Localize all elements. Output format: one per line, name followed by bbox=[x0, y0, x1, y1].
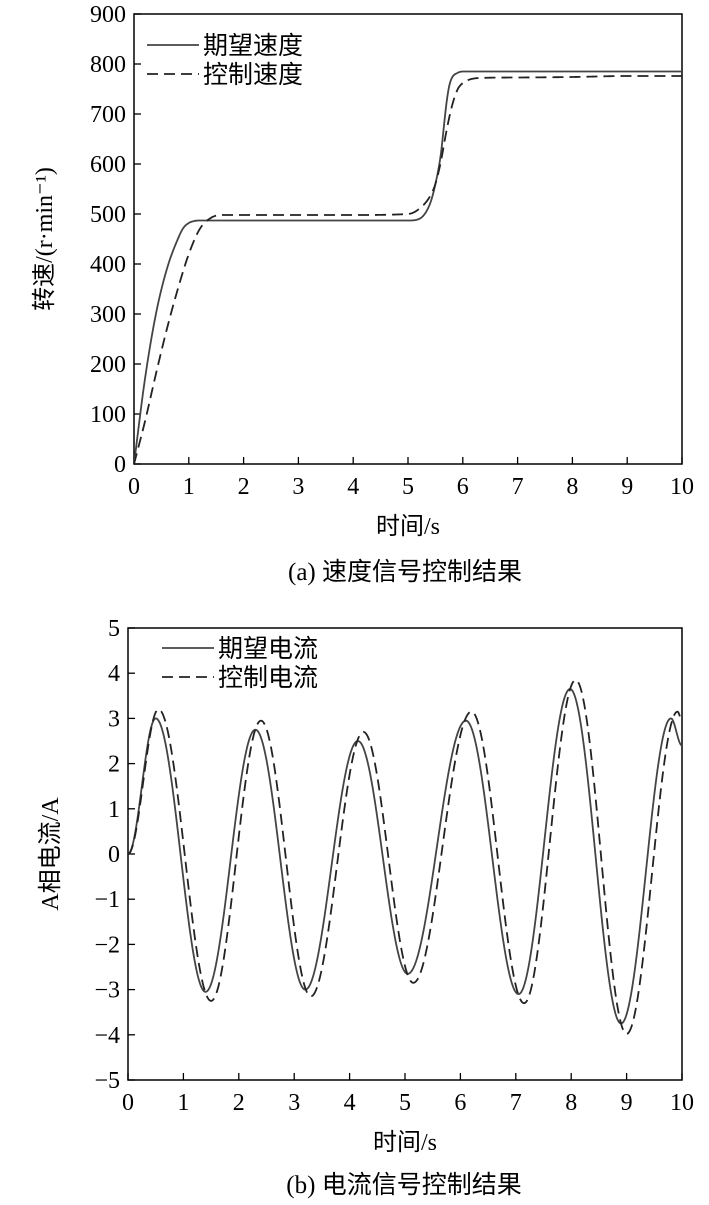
speed-y-tick-label: 800 bbox=[90, 52, 126, 78]
speed-x-tick-label: 3 bbox=[292, 474, 304, 500]
current-x-tick-label: 1 bbox=[177, 1090, 189, 1116]
speed-x-tick-label: 8 bbox=[566, 474, 578, 500]
current-y-tick-label: 0 bbox=[108, 842, 120, 868]
speed-x-tick-label: 1 bbox=[183, 474, 195, 500]
current-x-tick-label: 6 bbox=[454, 1090, 466, 1116]
current-y-tick-label: −5 bbox=[94, 1068, 120, 1094]
speed-series-2-line bbox=[133, 75, 682, 465]
current-series-1-line bbox=[127, 688, 683, 1025]
current-y-tick-label: 2 bbox=[108, 752, 120, 778]
current-chart-caption: (b) 电流信号控制结果 bbox=[286, 1171, 521, 1199]
speed-x-tick-label: 9 bbox=[621, 474, 633, 500]
current-x-tick-label: 9 bbox=[621, 1090, 633, 1116]
current-x-tick-label: 8 bbox=[565, 1090, 577, 1116]
current-y-tick-label: −3 bbox=[94, 978, 120, 1004]
speed-legend-label: 控制速度 bbox=[203, 61, 303, 89]
current-y-tick-label: −4 bbox=[94, 1023, 120, 1049]
current-x-tick-label: 5 bbox=[399, 1090, 411, 1116]
speed-x-tick-label: 0 bbox=[128, 474, 140, 500]
speed-series-1-line bbox=[133, 70, 682, 465]
current-x-axis: 0 1 2 3 4 5 6 7 8 9 10 bbox=[122, 1073, 694, 1116]
speed-chart: 0 100 200 300 400 500 600 700 800 900 0 1 2 3 4 5 6 7 8 9 1… bbox=[31, 2, 694, 586]
current-x-tick-label: 0 bbox=[122, 1090, 134, 1116]
current-y-axis: −5 −4 −3 −2 −1 0 1 2 3 4 5 bbox=[94, 616, 135, 1094]
speed-chart-caption: (a) 速度信号控制结果 bbox=[288, 558, 522, 586]
speed-x-tick-label: 7 bbox=[512, 474, 524, 500]
current-x-axis-label: 时间/s bbox=[373, 1129, 437, 1156]
speed-y-tick-label: 900 bbox=[90, 2, 126, 28]
current-x-tick-label: 4 bbox=[344, 1090, 356, 1116]
current-y-tick-label: −2 bbox=[94, 932, 120, 958]
speed-y-tick-label: 100 bbox=[90, 402, 126, 428]
current-y-tick-label: 5 bbox=[108, 616, 120, 642]
current-y-tick-label: 4 bbox=[108, 661, 120, 687]
speed-y-axis: 0 100 200 300 400 500 600 700 800 900 bbox=[90, 2, 141, 478]
speed-y-tick-label: 200 bbox=[90, 352, 126, 378]
current-legend-label: 控制电流 bbox=[218, 664, 318, 692]
speed-legend-label: 期望速度 bbox=[203, 32, 303, 60]
current-x-tick-label: 10 bbox=[670, 1090, 694, 1116]
current-x-tick-label: 7 bbox=[510, 1090, 522, 1116]
current-y-tick-label: −1 bbox=[94, 887, 120, 913]
speed-x-tick-label: 6 bbox=[457, 474, 469, 500]
current-y-tick-label: 1 bbox=[108, 797, 120, 823]
speed-x-tick-label: 4 bbox=[347, 474, 359, 500]
speed-y-axis-label: 转速/(r·min⁻¹) bbox=[31, 167, 58, 311]
current-x-tick-label: 3 bbox=[288, 1090, 300, 1116]
speed-x-tick-label: 2 bbox=[238, 474, 250, 500]
speed-x-axis: 0 1 2 3 4 5 6 7 8 9 10 bbox=[128, 457, 694, 500]
speed-y-tick-label: 300 bbox=[90, 302, 126, 328]
current-legend-label: 期望电流 bbox=[218, 635, 318, 663]
speed-x-tick-label: 10 bbox=[670, 474, 694, 500]
current-series-group bbox=[127, 679, 683, 1035]
speed-x-axis-label: 时间/s bbox=[376, 513, 440, 540]
speed-y-tick-label: 0 bbox=[114, 452, 126, 478]
current-x-tick-label: 2 bbox=[233, 1090, 245, 1116]
speed-y-tick-label: 400 bbox=[90, 252, 126, 278]
current-series-2-line bbox=[127, 679, 683, 1035]
speed-y-tick-label: 600 bbox=[90, 152, 126, 178]
speed-series-group bbox=[133, 70, 682, 465]
speed-x-tick-label: 5 bbox=[402, 474, 414, 500]
speed-y-tick-label: 700 bbox=[90, 102, 126, 128]
current-y-tick-label: 3 bbox=[108, 706, 120, 732]
speed-y-tick-label: 500 bbox=[90, 202, 126, 228]
current-y-axis-label: A相电流/A bbox=[37, 797, 64, 911]
current-chart-frame bbox=[127, 627, 683, 1081]
